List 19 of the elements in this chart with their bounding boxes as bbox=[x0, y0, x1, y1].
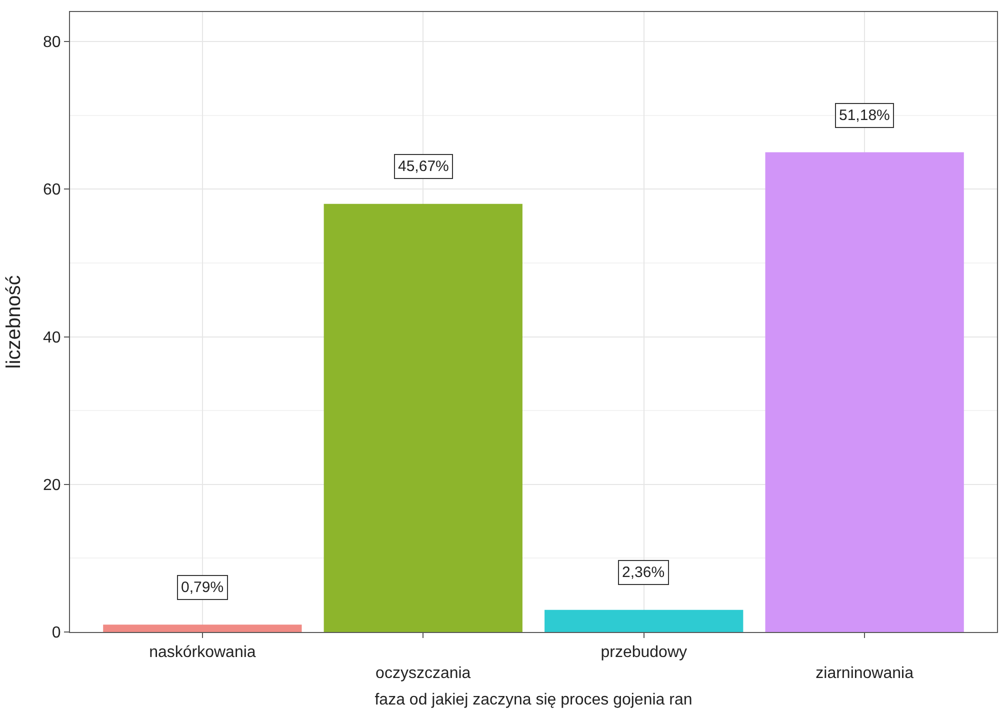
annotation: 2,36% bbox=[622, 564, 665, 581]
y-axis-title: liczebność bbox=[3, 275, 25, 369]
bar bbox=[765, 152, 964, 632]
annotation: 45,67% bbox=[398, 158, 449, 175]
y-tick-label: 40 bbox=[43, 329, 61, 346]
y-tick-label: 0 bbox=[52, 624, 61, 642]
x-axis-title: faza od jakiej zaczyna się proces gojenia ran bbox=[374, 692, 692, 709]
x-tick-label: przebudowy bbox=[600, 644, 687, 662]
x-tick-label: naskórkowania bbox=[149, 644, 256, 662]
y-tick-label: 80 bbox=[43, 34, 61, 52]
bar bbox=[324, 204, 522, 632]
x-tick-label: ziarninowania bbox=[816, 665, 914, 682]
y-tick-label: 60 bbox=[43, 182, 61, 199]
annotation: 51,18% bbox=[839, 107, 890, 124]
y-tick-label: 20 bbox=[43, 476, 61, 494]
bar bbox=[544, 610, 744, 632]
bar bbox=[103, 624, 302, 632]
annotation: 0,79% bbox=[181, 579, 224, 596]
x-tick-label: oczyszczania bbox=[376, 665, 471, 682]
